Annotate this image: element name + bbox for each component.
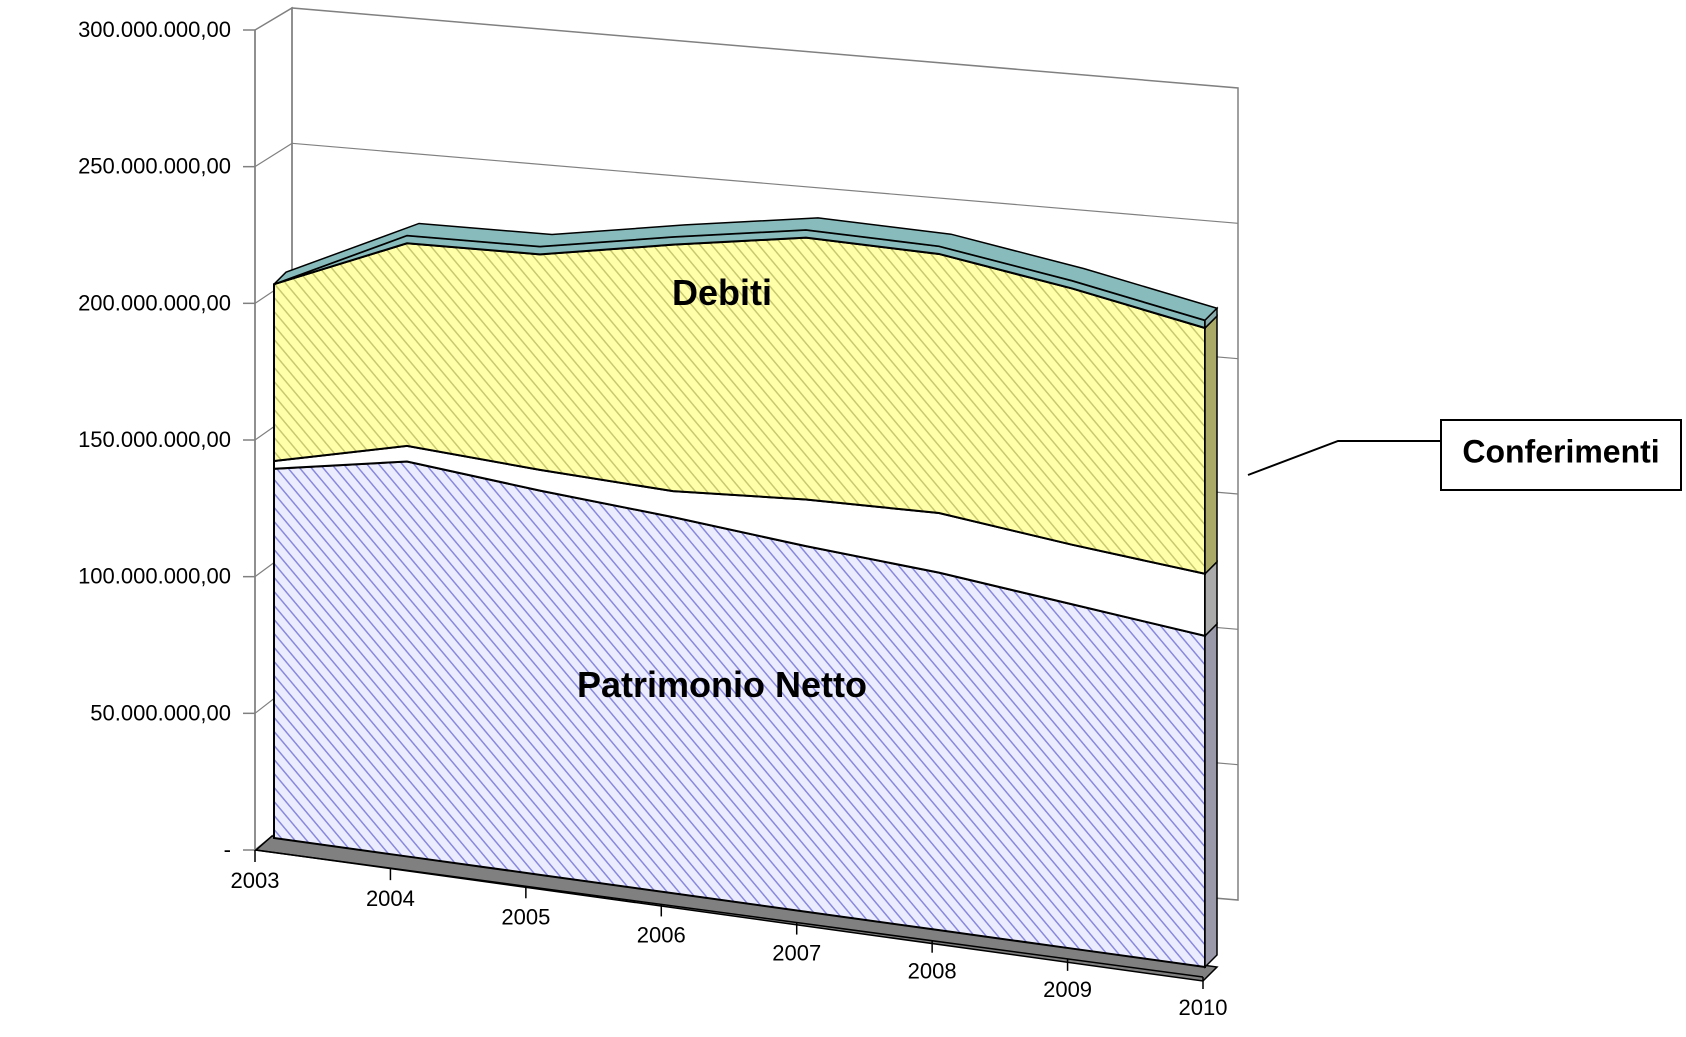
callout-leader-line bbox=[1247, 440, 1441, 476]
y-tick-label-3: 150.000.000,00 bbox=[78, 427, 231, 452]
callout-box bbox=[1440, 419, 1682, 491]
x-tick-label-2005: 2005 bbox=[501, 904, 550, 929]
x-tick-label-2006: 2006 bbox=[637, 922, 686, 947]
gridline-5 bbox=[254, 142, 1239, 224]
y-tick-label-4: 200.000.000,00 bbox=[78, 290, 231, 315]
x-tick-label-2008: 2008 bbox=[908, 959, 957, 984]
series-side-3 bbox=[1204, 306, 1218, 330]
chart-floor bbox=[254, 835, 1219, 982]
y-tick-label-0: - bbox=[224, 837, 231, 862]
series-layer bbox=[273, 217, 1219, 969]
y-tick-label-2: 100.000.000,00 bbox=[78, 564, 231, 589]
series-label-patrimonio-netto: Patrimonio Netto bbox=[577, 664, 867, 705]
x-axis: 2003 2004 2005 2006 2007 2008 2009 2010 bbox=[231, 849, 1228, 1020]
conferimenti-callout: Conferimenti bbox=[1247, 419, 1682, 491]
floor-slab bbox=[254, 835, 1219, 982]
series-side-2 bbox=[1204, 314, 1218, 576]
y-tick-label-5: 250.000.000,00 bbox=[78, 154, 231, 179]
x-tick-label-2009: 2009 bbox=[1043, 977, 1092, 1002]
y-tick-label-1: 50.000.000,00 bbox=[90, 700, 231, 725]
callout-label-conferimenti: Conferimenti bbox=[1462, 433, 1659, 469]
series-side-0 bbox=[1204, 622, 1218, 969]
y-tick-label-6: 300.000.000,00 bbox=[78, 17, 231, 42]
x-tick-label-2010: 2010 bbox=[1179, 995, 1228, 1020]
x-axis-line bbox=[254, 849, 1204, 978]
series-label-debiti: Debiti bbox=[672, 272, 772, 313]
y-axis: - 50.000.000,00 100.000.000,00 150.000.000,… bbox=[78, 17, 256, 862]
x-tick-label-2004: 2004 bbox=[366, 886, 415, 911]
x-tick-label-2007: 2007 bbox=[772, 941, 821, 966]
x-tick-label-2003: 2003 bbox=[231, 868, 280, 893]
